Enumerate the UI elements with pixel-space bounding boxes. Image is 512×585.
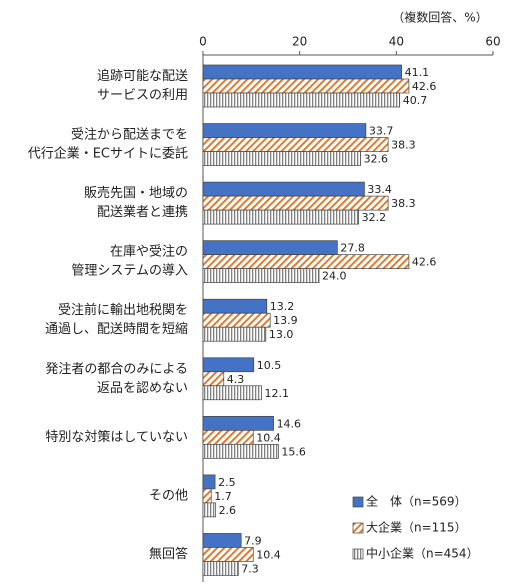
value-label: 10.4 <box>256 431 281 444</box>
bar <box>202 254 410 270</box>
value-label: 10.5 <box>257 359 282 372</box>
bar <box>202 443 279 459</box>
category-label: 通過し、配送時間を短縮 <box>45 321 188 337</box>
bar <box>202 240 338 256</box>
legend-label: 全 体（n=569） <box>366 494 467 509</box>
bar <box>202 298 268 314</box>
bar <box>202 371 225 387</box>
value-label: 14.6 <box>277 417 302 430</box>
bar <box>202 123 367 138</box>
bar <box>202 78 410 94</box>
value-label: 15.6 <box>281 445 306 458</box>
legend-swatch <box>352 522 364 534</box>
value-label: 24.0 <box>322 270 347 283</box>
bar <box>202 268 320 284</box>
bar <box>202 195 389 211</box>
bar <box>202 429 254 445</box>
category-label: 発注者の都合のみによる <box>45 362 188 377</box>
category-label: 受注前に輸出地税関を <box>58 302 188 318</box>
value-label: 38.3 <box>391 197 416 210</box>
category-label: 追跡可能な配送 <box>97 68 188 84</box>
bar <box>202 64 402 80</box>
value-label: 13.9 <box>273 314 298 327</box>
category-label: その他 <box>149 488 188 503</box>
value-label: 2.5 <box>218 476 236 489</box>
category-label: 返品を認めない <box>97 380 188 396</box>
bar <box>202 151 361 166</box>
value-label: 13.0 <box>269 328 294 341</box>
bar <box>202 488 212 504</box>
value-label: 4.3 <box>227 373 245 386</box>
legend-label: 中小企業（n=454） <box>366 546 479 561</box>
legend-swatch <box>352 548 364 560</box>
x-tick-label: 60 <box>485 35 500 49</box>
legend-swatch <box>352 496 364 508</box>
bar <box>202 502 216 518</box>
value-label: 27.8 <box>340 242 365 255</box>
bar <box>202 181 365 197</box>
x-tick-label: 40 <box>389 35 404 49</box>
value-label: 42.6 <box>412 80 437 93</box>
bar <box>202 415 274 431</box>
bar <box>202 561 239 576</box>
bar <box>202 474 216 490</box>
value-label: 1.7 <box>214 490 232 503</box>
bar <box>202 137 389 152</box>
category-label: 代行企業・ECサイトに委託 <box>28 146 188 162</box>
bar <box>202 385 262 401</box>
value-label: 33.4 <box>367 183 392 196</box>
legend-label: 大企業（n=115） <box>366 520 467 535</box>
value-label: 40.7 <box>403 94 428 107</box>
bar <box>202 547 254 562</box>
value-label: 32.6 <box>364 153 389 166</box>
value-label: 7.3 <box>241 562 258 575</box>
value-label: 10.4 <box>256 548 281 561</box>
bar <box>202 209 359 225</box>
value-label: 41.1 <box>405 66 430 79</box>
bar <box>202 533 242 548</box>
category-label: 配送業者と連携 <box>97 204 188 220</box>
bar <box>202 357 255 373</box>
value-label: 7.9 <box>244 534 262 547</box>
value-label: 32.2 <box>362 211 387 224</box>
value-label: 42.6 <box>412 256 437 269</box>
category-label: サービスの利用 <box>97 88 188 103</box>
value-label: 2.6 <box>219 504 237 517</box>
value-label: 13.2 <box>270 300 295 313</box>
bar <box>202 326 267 342</box>
bar <box>202 312 271 328</box>
category-label: 無回答 <box>149 546 188 562</box>
category-label: 管理システムの導入 <box>71 264 188 279</box>
value-label: 12.1 <box>264 387 289 400</box>
bar <box>202 92 401 108</box>
x-tick-label: 20 <box>292 35 307 49</box>
category-label: 特別な対策はしていない <box>45 429 188 445</box>
x-tick-label: 0 <box>199 35 207 49</box>
category-label: 受注から配送までを <box>71 128 188 143</box>
unit-note: （複数回答、%） <box>392 10 487 25</box>
category-label: 在庫や受注の <box>110 245 188 260</box>
legend-box <box>348 488 490 572</box>
value-label: 38.3 <box>391 139 416 152</box>
value-label: 33.7 <box>369 125 394 138</box>
category-label: 販売先国・地域の <box>84 185 188 201</box>
